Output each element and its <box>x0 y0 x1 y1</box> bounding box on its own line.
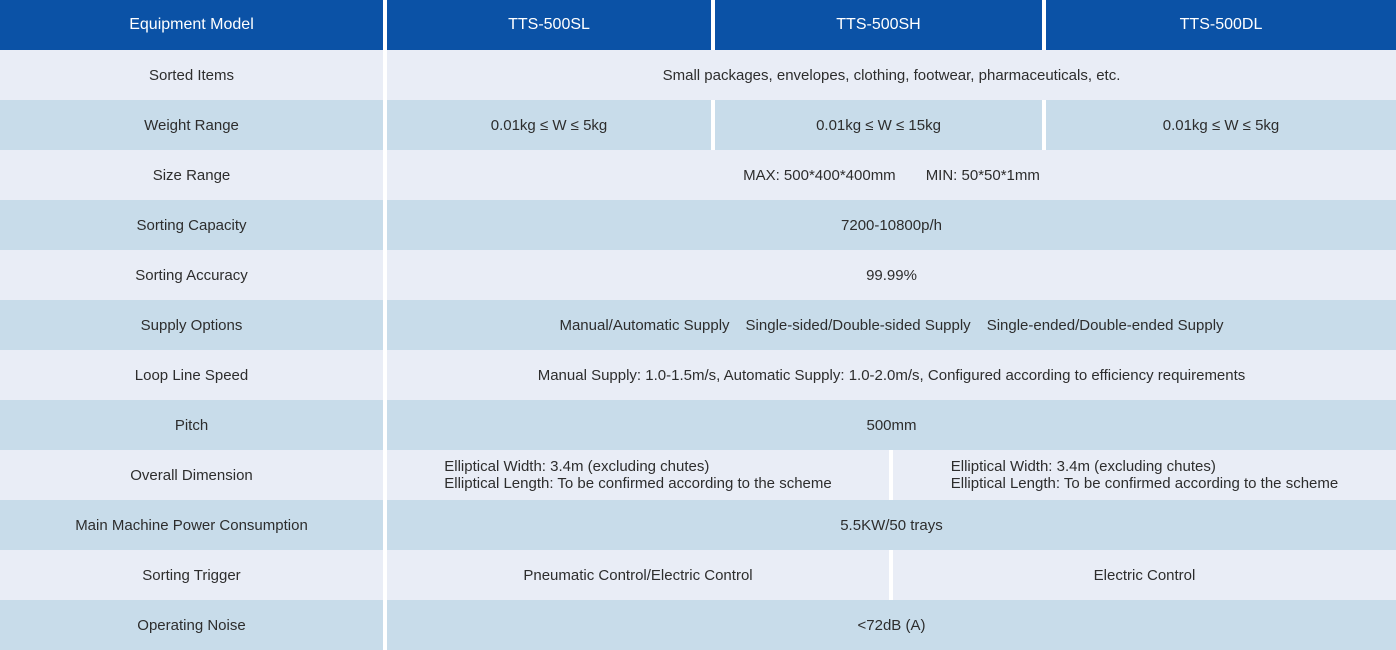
row-sorting-trigger: Sorting Trigger Pneumatic Control/Electr… <box>0 550 1396 600</box>
row-overall-dimension: Overall Dimension Elliptical Width: 3.4m… <box>0 450 1396 500</box>
sorting-trigger-left: Pneumatic Control/Electric Control <box>387 550 893 600</box>
sorted-items-value: Small packages, envelopes, clothing, foo… <box>662 66 1121 84</box>
row-loop-line-speed: Loop Line Speed Manual Supply: 1.0-1.5m/… <box>0 350 1396 400</box>
row-sorting-capacity: Sorting Capacity 7200-10800p/h <box>0 200 1396 250</box>
overall-dimension-left-line2: Elliptical Length: To be confirmed accor… <box>444 475 832 492</box>
row-main-machine-power-consumption: Main Machine Power Consumption 5.5KW/50 … <box>0 500 1396 550</box>
header-model-tts-500sl: TTS-500SL <box>387 0 715 50</box>
pitch-value: 500mm <box>866 416 917 434</box>
table-header-row: Equipment Model TTS-500SL TTS-500SH TTS-… <box>0 0 1396 50</box>
overall-dimension-left-text: Elliptical Width: 3.4m (excluding chutes… <box>444 458 831 492</box>
row-label-overall-dimension: Overall Dimension <box>0 450 387 500</box>
row-label-main-machine-power-consumption: Main Machine Power Consumption <box>0 500 387 550</box>
header-model-tts-500dl: TTS-500DL <box>1179 16 1263 33</box>
row-size-range: Size Range MAX: 500*400*400mm MIN: 50*50… <box>0 150 1396 200</box>
row-label-weight-range: Weight Range <box>0 100 387 150</box>
size-range-value: MAX: 500*400*400mm MIN: 50*50*1mm <box>387 150 1396 200</box>
row-label-sorting-accuracy: Sorting Accuracy <box>0 250 387 300</box>
weight-range-tts-500dl: 0.01kg ≤ W ≤ 5kg <box>1162 116 1280 134</box>
overall-dimension-right: Elliptical Width: 3.4m (excluding chutes… <box>893 450 1396 500</box>
row-label-size-range: Size Range <box>0 150 387 200</box>
size-range-min: MIN: 50*50*1mm <box>925 166 1040 184</box>
row-sorted-items: Sorted Items Small packages, envelopes, … <box>0 50 1396 100</box>
size-range-max: MAX: 500*400*400mm <box>743 166 896 184</box>
row-supply-options: Supply Options Manual/Automatic Supply S… <box>0 300 1396 350</box>
row-pitch: Pitch 500mm <box>0 400 1396 450</box>
row-label-loop-line-speed: Loop Line Speed <box>0 350 387 400</box>
sorting-accuracy-value: 99.99% <box>866 266 917 284</box>
row-label-supply-options: Supply Options <box>0 300 387 350</box>
row-label-pitch: Pitch <box>0 400 387 450</box>
header-model-tts-500sh: TTS-500SH <box>715 0 1046 50</box>
sorting-capacity-value: 7200-10800p/h <box>841 216 942 234</box>
supply-options-value: Manual/Automatic Supply Single-sided/Dou… <box>387 300 1396 350</box>
supply-option-manual-automatic: Manual/Automatic Supply <box>559 316 730 334</box>
loop-line-speed-value: Manual Supply: 1.0-1.5m/s, Automatic Sup… <box>537 366 1246 384</box>
overall-dimension-right-text: Elliptical Width: 3.4m (excluding chutes… <box>951 458 1338 492</box>
row-weight-range: Weight Range 0.01kg ≤ W ≤ 5kg 0.01kg ≤ W… <box>0 100 1396 150</box>
row-label-sorted-items: Sorted Items <box>0 50 387 100</box>
row-sorting-accuracy: Sorting Accuracy 99.99% <box>0 250 1396 300</box>
row-label-sorting-trigger: Sorting Trigger <box>0 550 387 600</box>
main-machine-power-consumption-value: 5.5KW/50 trays <box>840 516 943 534</box>
overall-dimension-left: Elliptical Width: 3.4m (excluding chutes… <box>387 450 893 500</box>
weight-range-tts-500sl: 0.01kg ≤ W ≤ 5kg <box>387 100 715 150</box>
row-label-sorting-capacity: Sorting Capacity <box>0 200 387 250</box>
weight-range-tts-500sh: 0.01kg ≤ W ≤ 15kg <box>715 100 1046 150</box>
supply-option-single-double-sided: Single-sided/Double-sided Supply <box>745 316 971 334</box>
supply-option-single-double-ended: Single-ended/Double-ended Supply <box>986 316 1224 334</box>
overall-dimension-right-line2: Elliptical Length: To be confirmed accor… <box>950 475 1339 492</box>
row-label-operating-noise: Operating Noise <box>0 600 387 650</box>
overall-dimension-right-line1: Elliptical Width: 3.4m (excluding chutes… <box>950 458 1216 475</box>
sorting-trigger-right: Electric Control <box>1093 566 1196 584</box>
row-operating-noise: Operating Noise <72dB (A) <box>0 600 1396 650</box>
header-equipment-model: Equipment Model <box>0 0 387 50</box>
operating-noise-value: <72dB (A) <box>857 616 926 634</box>
overall-dimension-left-line1: Elliptical Width: 3.4m (excluding chutes… <box>444 458 710 475</box>
